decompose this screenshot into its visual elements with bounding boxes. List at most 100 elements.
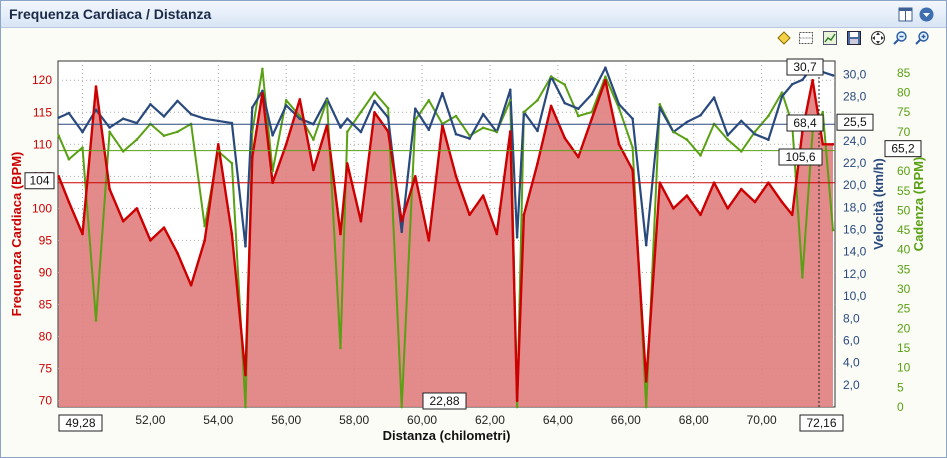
speed-point (251, 106, 254, 109)
speed-tick-label: 20,0 (843, 178, 867, 192)
speed-point (400, 230, 404, 234)
heart-rate-point (644, 380, 648, 383)
layout-icon[interactable] (898, 7, 913, 22)
heart-rate-point (821, 143, 825, 146)
speed-point (57, 116, 60, 119)
speed-tick-label: 8,0 (843, 311, 860, 325)
heart-rate-point (414, 175, 417, 178)
speed-point (339, 126, 342, 129)
speed-point (831, 74, 835, 77)
chart-image-icon[interactable] (821, 29, 839, 47)
zoom-out-icon[interactable] (891, 29, 909, 47)
cadence-point (536, 99, 539, 102)
cadence-average-label-box (884, 140, 922, 158)
cadence-point (577, 114, 580, 118)
heart-rate-point (536, 162, 539, 165)
hr-tick-label: 70 (39, 394, 53, 408)
x-tick-label: 58,00 (339, 413, 369, 427)
cadence-tick-label: 35 (897, 262, 911, 276)
speed-point (414, 107, 417, 110)
heart-rate-point (454, 175, 458, 178)
cadence-point (284, 99, 288, 102)
heart-rate-point (162, 226, 166, 229)
heart-rate-point (563, 136, 566, 140)
heart-rate-point (590, 117, 594, 120)
speed-tick-label: 24,0 (843, 134, 867, 148)
move-icon[interactable] (869, 29, 887, 47)
heart-rate-point (373, 111, 376, 114)
diamond-marker-icon[interactable] (775, 29, 793, 47)
speed-point (176, 99, 179, 103)
cadence-tick-label: 80 (897, 85, 911, 99)
cadence-point (94, 319, 98, 322)
heart-rate-point (203, 239, 206, 242)
heart-rate-point (312, 168, 315, 172)
cursor-cadence-label-box (786, 114, 824, 132)
dropdown-icon[interactable] (919, 7, 934, 22)
heart-rate-point (57, 175, 60, 178)
hr-tick-label: 80 (39, 330, 53, 344)
heart-rate-point (251, 155, 254, 159)
speed-point (217, 119, 220, 123)
speed-average-label: 25,5 (843, 115, 867, 129)
heart-rate-point (549, 104, 553, 108)
heart-rate-point (217, 143, 220, 146)
cadence-axis-title: Cadenza (RPM) (911, 157, 926, 252)
heart-rate-point (631, 168, 634, 172)
cadence-point (672, 130, 675, 134)
cadence-point (454, 114, 458, 118)
heart-rate-point (811, 78, 814, 82)
speed-tick-label: 10,0 (843, 289, 867, 303)
cadence-tick-label: 5 (897, 380, 904, 394)
heart-rate-point (427, 239, 431, 242)
cadence-point (108, 130, 111, 134)
cadence-tick-label: 50 (897, 203, 911, 217)
hr-tick-label: 90 (39, 265, 53, 279)
cadence-point (81, 146, 84, 149)
cadence-point (339, 346, 342, 350)
heart-rate-point (468, 213, 471, 217)
speed-point (373, 99, 376, 103)
heart-rate-distance-chart[interactable]: 50,0052,0054,0056,0058,0060,0062,0064,00… (1, 27, 946, 457)
speed-point (427, 128, 431, 132)
hr-tick-label: 75 (39, 362, 53, 376)
speed-point (108, 126, 111, 129)
heart-rate-point (604, 78, 607, 82)
hr-axis-title: Frequenza Cardiaca (BPM) (9, 152, 24, 317)
cadence-tick-label: 70 (897, 125, 911, 139)
heart-rate-point (515, 399, 519, 402)
speed-point (590, 93, 594, 96)
cadence-point (644, 405, 648, 409)
heart-rate-point (685, 194, 689, 197)
speed-point (767, 138, 770, 141)
speed-tick-label: 4,0 (843, 356, 860, 370)
cadence-tick-label: 55 (897, 184, 911, 198)
speed-tick-label: 14,0 (843, 245, 867, 259)
grid-icon[interactable] (797, 29, 815, 47)
heart-rate-point (726, 207, 729, 210)
cadence-point (312, 138, 315, 141)
cadence-tick-label: 15 (897, 341, 911, 355)
speed-average-label-box (836, 113, 874, 131)
heart-rate-point (672, 207, 675, 210)
hr-tick-label: 110 (33, 137, 52, 151)
cadence-point (261, 67, 264, 71)
x-tick-label: 60,00 (407, 413, 437, 427)
zoom-in-icon[interactable] (913, 29, 931, 47)
speed-point (284, 104, 288, 107)
speed-point (386, 116, 390, 119)
cadence-point (481, 126, 485, 130)
speed-point (536, 129, 539, 133)
speed-point (298, 117, 302, 120)
heart-rate-point (740, 187, 743, 191)
speed-point (149, 103, 152, 106)
heart-rate-point (189, 284, 193, 287)
save-icon[interactable] (845, 29, 863, 47)
cadence-point (767, 114, 770, 118)
x-tick-label: 66,00 (611, 413, 641, 427)
speed-tick-label: 2,0 (843, 378, 860, 392)
x-range-end-label: 72,16 (806, 416, 836, 430)
x-tick-label: 64,00 (543, 413, 573, 427)
speed-tick-label: 28,0 (843, 89, 867, 103)
cadence-point (821, 110, 825, 114)
